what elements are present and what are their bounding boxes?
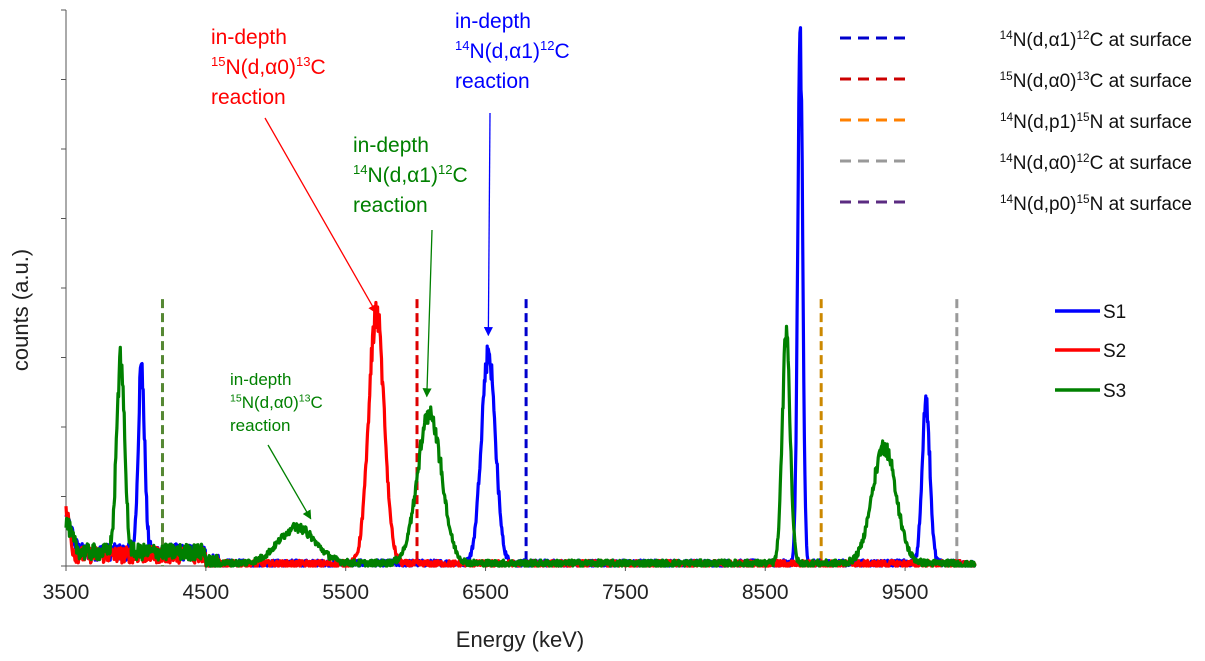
series-line-S2 — [64, 300, 977, 568]
x-axis-label: Energy (keV) — [456, 627, 584, 652]
annotation-line3: reaction — [211, 86, 286, 109]
x-tick-label: 6500 — [462, 581, 509, 604]
axes: 3500 4500 5500 6500 7500 8500 9500 — [43, 9, 975, 604]
x-tick-label: 5500 — [322, 581, 369, 604]
annotation-arrow — [422, 229, 433, 398]
legend-label-S2: S2 — [1103, 341, 1126, 362]
x-tick-label: 9500 — [882, 581, 929, 604]
annotation-reaction: 15N(d,α0)13C — [230, 393, 323, 412]
annotation-line1: in-depth — [455, 10, 531, 33]
series-lines — [64, 26, 977, 568]
annotation-line3: reaction — [455, 70, 530, 93]
annotation-line1: in-depth — [353, 134, 429, 157]
annotation-arrow — [483, 112, 493, 337]
series-line-S3 — [64, 324, 977, 568]
annotation-reaction: 14N(d,α1)12C — [455, 38, 570, 63]
surface-legend-label: 14N(d,p0)15N at surface — [1000, 193, 1192, 215]
y-axis-label: counts (a.u.) — [8, 249, 33, 371]
annotation-arrow — [267, 444, 312, 520]
x-tick-label: 3500 — [43, 581, 90, 604]
annotation-arrow — [264, 117, 378, 314]
legend-label-S1: S1 — [1103, 302, 1126, 323]
legend: S1 S2 S3 14N(d,α1)12C at surface 15N(d,α0)13… — [840, 29, 1192, 402]
annotation-line1: in-depth — [211, 26, 287, 49]
legend-label-S3: S3 — [1103, 381, 1126, 402]
surface-legend-label: 14N(d,α0)12C at surface — [1000, 152, 1192, 174]
annotations: in-depth 15N(d,α0)13C reaction in-depth 14N(… — [211, 10, 570, 520]
x-tick-label: 4500 — [182, 581, 229, 604]
surface-legend-label: 14N(d,α1)12C at surface — [1000, 29, 1192, 51]
annotation-line3: reaction — [353, 194, 428, 217]
annotation-line3: reaction — [230, 416, 290, 435]
annotation-line1: in-depth — [230, 370, 291, 389]
x-tick-label: 8500 — [742, 581, 789, 604]
annotation-reaction: 15N(d,α0)13C — [211, 54, 326, 79]
x-tick-label: 7500 — [602, 581, 649, 604]
surface-legend-label: 15N(d,α0)13C at surface — [1000, 70, 1192, 92]
surface-lines — [160, 299, 959, 566]
series-line-S1 — [64, 26, 977, 568]
annotation-reaction: 14N(d,α1)12C — [353, 162, 468, 187]
surface-legend-label: 14N(d,p1)15N at surface — [1000, 111, 1192, 133]
